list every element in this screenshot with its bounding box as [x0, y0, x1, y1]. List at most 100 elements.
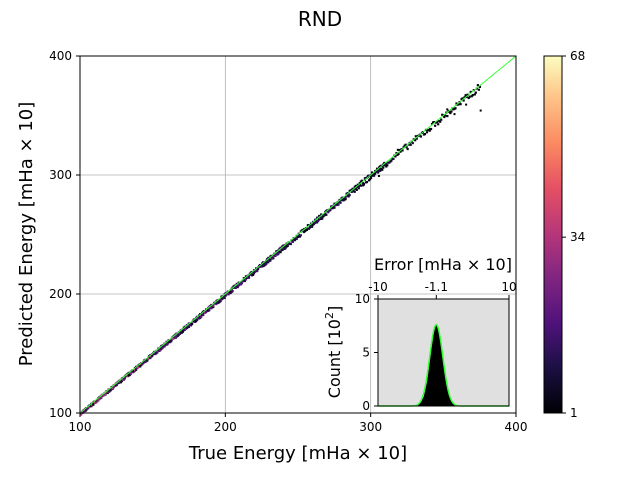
heatmap-bin — [146, 359, 149, 362]
heatmap-bin — [339, 201, 342, 204]
heatmap-bin — [243, 279, 246, 283]
colorbar: 1 34 68 — [543, 49, 585, 420]
inset-y-label-tail: ] — [325, 306, 344, 312]
x-tick-label: 200 — [214, 420, 237, 434]
inset-y-label-sup: 2 — [323, 312, 336, 319]
heatmap-bin — [187, 325, 191, 329]
heatmap-bin — [370, 174, 374, 177]
heatmap-bin — [440, 118, 443, 121]
colorbar-ticks: 1 34 68 — [562, 49, 585, 420]
heatmap-bin — [163, 345, 166, 348]
heatmap-bin — [286, 244, 289, 247]
heatmap-bin — [414, 139, 417, 142]
heatmap-bin — [109, 389, 112, 392]
heatmap-bin — [291, 240, 294, 243]
heatmap-bin — [392, 157, 395, 161]
heatmap-bin — [379, 169, 382, 172]
heatmap-bin — [358, 182, 361, 185]
heatmap-bin — [477, 88, 480, 91]
heatmap-bin — [170, 339, 173, 342]
heatmap-bin — [307, 227, 311, 230]
heatmap-bin — [234, 286, 237, 289]
heatmap-bin — [471, 94, 474, 97]
heatmap-bin — [97, 399, 100, 402]
heatmap-bin — [344, 196, 347, 199]
heatmap-bin — [275, 251, 278, 254]
heatmap-bin — [478, 85, 481, 89]
heatmap-bin — [468, 95, 471, 98]
y-tick-label: 300 — [49, 168, 72, 182]
plot-frame — [79, 55, 517, 414]
y-axis-label: Predicted Energy [mHa × 10] — [16, 102, 37, 367]
heatmap-bin — [230, 288, 233, 291]
heatmap-bin — [378, 167, 381, 170]
heatmap-bin — [394, 155, 397, 158]
inset-x-axis-label: Error [mHa × 10] — [374, 255, 512, 274]
inset-y-ticks: 0 5 10 — [355, 292, 378, 413]
heatmap-bin — [253, 270, 257, 273]
heatmap-bin — [327, 211, 330, 214]
heatmap-bin — [129, 372, 133, 375]
inset-x-tick-label: -1.1 — [425, 280, 448, 294]
heatmap-bin — [200, 315, 203, 318]
heatmap-bin — [281, 248, 284, 251]
heatmap-bin — [134, 368, 138, 371]
heatmap-bin — [350, 190, 353, 194]
heatmap-bin — [423, 133, 427, 136]
heatmap-bin — [429, 127, 433, 131]
heatmap-bin — [120, 379, 123, 383]
heatmap-bin — [443, 115, 446, 119]
heatmap-bin — [430, 122, 434, 126]
heatmap-bin — [474, 91, 477, 94]
heatmap-bin — [224, 294, 227, 297]
heatmap-bin — [104, 393, 107, 396]
heatmap-bin — [377, 171, 380, 174]
heatmap-bin — [425, 131, 429, 134]
heatmap-bin — [244, 278, 248, 281]
heatmap-bin — [106, 391, 109, 394]
heatmap-bin — [469, 90, 472, 94]
heatmap-bin — [470, 95, 473, 98]
heatmap-bin — [473, 93, 476, 96]
heatmap-bin — [92, 403, 95, 406]
heatmap-bin — [147, 357, 150, 360]
heatmap-bin — [195, 318, 199, 322]
heatmap-bin — [329, 208, 332, 211]
heatmap-bin — [446, 108, 449, 111]
heatmap-bin — [115, 383, 118, 387]
x-tick-label: 100 — [69, 420, 92, 434]
heatmap-bin — [376, 167, 379, 170]
heatmap-bin — [385, 162, 388, 165]
x-tick-label: 300 — [359, 420, 382, 434]
heatmap-bin — [196, 315, 200, 319]
heatmap-bin — [357, 187, 360, 190]
heatmap-bin — [299, 234, 302, 237]
heatmap-bin — [240, 282, 243, 285]
heatmap-bin — [360, 179, 363, 182]
heatmap-bin — [284, 247, 287, 250]
heatmap-bin — [368, 178, 372, 181]
heatmap-bin — [321, 217, 324, 220]
heatmap-bin — [177, 333, 180, 337]
heatmap-bin — [139, 365, 142, 368]
heatmap-bin — [317, 219, 320, 223]
heatmap-bin — [467, 96, 470, 100]
heatmap-bin — [476, 84, 479, 87]
heatmap-bin — [247, 275, 251, 278]
heatmap-bin — [446, 114, 449, 118]
heatmap-bin — [414, 135, 417, 138]
colorbar-tick-label: 1 — [570, 406, 578, 420]
heatmap-bin — [454, 107, 457, 110]
heatmap-bin — [419, 135, 422, 138]
heatmap-bin — [221, 297, 224, 300]
heatmap-bin — [236, 286, 239, 289]
heatmap-bin — [100, 396, 103, 399]
heatmap-bin — [462, 99, 465, 102]
heatmap-bin — [444, 114, 447, 117]
heatmap-bin — [406, 147, 409, 151]
heatmap-bin — [450, 110, 453, 113]
heatmap-bin — [362, 182, 366, 185]
inset-y-label-main: Count [10 — [325, 319, 344, 398]
heatmap-bin — [219, 299, 222, 302]
heatmap-bin — [235, 282, 238, 286]
